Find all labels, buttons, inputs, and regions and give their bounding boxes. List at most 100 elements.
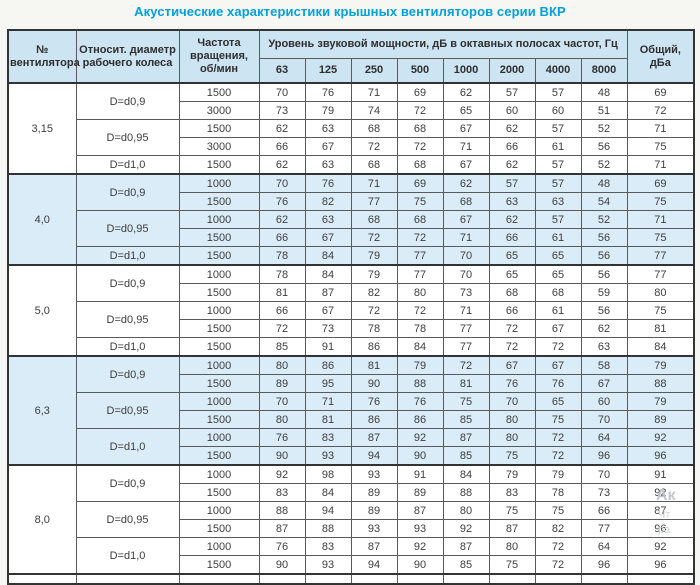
value-cell: 76 xyxy=(258,192,306,211)
diameter-cell: D=d0,9 xyxy=(75,173,180,211)
value-cell: 65 xyxy=(534,392,582,411)
rpm-cell: 1500 xyxy=(178,337,260,357)
rpm-cell: 1500 xyxy=(178,246,260,266)
table-row: 1500 90 93 94 90 85 75 72 96 96 xyxy=(8,446,695,466)
table-row: 8,0 D=d0,9 1000 92 98 93 91 84 79 79 70 91 xyxy=(7,464,695,575)
value-cell: 68 xyxy=(350,210,398,229)
value-cell: 52 xyxy=(580,210,628,229)
value-cell: 56 xyxy=(580,301,628,320)
value-cell: 78 xyxy=(534,483,582,502)
value-cell: 93 xyxy=(350,519,398,538)
empty-cell xyxy=(350,573,398,585)
value-cell: 72 xyxy=(488,319,536,338)
value-cell: 62 xyxy=(258,155,306,175)
value-cell: 76 xyxy=(258,428,306,447)
value-cell: 62 xyxy=(488,119,536,138)
rpm-cell: 1500 xyxy=(178,483,260,502)
value-cell: 57 xyxy=(534,119,582,138)
total-cell: 72 xyxy=(626,101,695,120)
value-cell: 61 xyxy=(534,228,582,247)
value-cell: 92 xyxy=(396,428,444,447)
value-cell: 98 xyxy=(304,464,352,484)
value-cell: 62 xyxy=(442,82,490,102)
value-cell: 56 xyxy=(580,137,628,156)
table-row: D=d1,0 1000 76 83 87 92 87 80 72 64 92 xyxy=(8,428,695,466)
value-cell: 76 xyxy=(304,173,352,193)
value-cell: 94 xyxy=(350,555,398,575)
rpm-cell: 1500 xyxy=(178,155,260,175)
header-rel-diameter: Относит. диаметр рабочего колеса xyxy=(75,29,180,84)
value-cell: 64 xyxy=(580,537,628,556)
value-cell: 72 xyxy=(534,446,582,466)
rpm-cell: 1500 xyxy=(178,119,260,138)
value-cell: 88 xyxy=(442,483,490,502)
value-cell: 68 xyxy=(442,192,490,211)
rpm-cell: 1000 xyxy=(178,173,260,193)
header-octave-band: 1000 xyxy=(442,58,490,84)
fan-number-cell: 6,3 xyxy=(7,355,77,466)
value-cell: 66 xyxy=(488,301,536,320)
diameter-cell: D=d0,9 xyxy=(75,264,180,302)
diameter-cell: D=d1,0 xyxy=(75,537,180,575)
table-row: D=d1,0 1500 62 63 68 68 67 62 57 52 71 xyxy=(8,155,695,175)
value-cell: 72 xyxy=(350,228,398,247)
value-cell: 69 xyxy=(396,82,444,102)
total-cell: 81 xyxy=(626,319,695,338)
value-cell: 71 xyxy=(442,228,490,247)
value-cell: 78 xyxy=(258,264,306,284)
table-row: D=d0,95 1000 88 94 89 87 80 75 75 66 87 xyxy=(8,501,695,538)
value-cell: 68 xyxy=(488,283,536,302)
value-cell: 62 xyxy=(488,155,536,175)
value-cell: 70 xyxy=(258,392,306,411)
value-cell: 84 xyxy=(304,264,352,284)
value-cell: 67 xyxy=(534,319,582,338)
total-cell: 75 xyxy=(626,137,695,156)
table-row: D=d1,0 1000 76 83 87 92 87 80 72 64 92 xyxy=(8,537,695,575)
table-row: D=d1,0 1500 78 84 79 77 70 65 65 56 77 xyxy=(8,246,695,266)
value-cell: 79 xyxy=(488,464,536,484)
table-row: 1500 90 93 94 90 85 75 72 96 96 xyxy=(8,555,695,575)
diameter-cell: D=d0,95 xyxy=(75,119,180,156)
value-cell: 72 xyxy=(396,137,444,156)
value-cell: 79 xyxy=(304,101,352,120)
value-cell: 77 xyxy=(580,519,628,538)
partial-table-row xyxy=(7,573,695,585)
header-rpm: Частота вращения, об/мин xyxy=(178,29,260,84)
value-cell: 62 xyxy=(488,210,536,229)
value-cell: 80 xyxy=(258,355,306,375)
table-row: D=d0,95 1000 66 67 72 72 71 66 61 56 75 xyxy=(8,301,695,338)
value-cell: 73 xyxy=(258,101,306,120)
total-cell: 79 xyxy=(626,392,695,411)
value-cell: 72 xyxy=(396,301,444,320)
value-cell: 93 xyxy=(396,519,444,538)
value-cell: 87 xyxy=(350,537,398,556)
value-cell: 67 xyxy=(442,210,490,229)
total-cell: 92 xyxy=(626,483,695,502)
rpm-cell: 1000 xyxy=(178,301,260,320)
value-cell: 76 xyxy=(396,392,444,411)
value-cell: 82 xyxy=(350,283,398,302)
value-cell: 70 xyxy=(442,264,490,284)
table-row: 1500 72 73 78 78 77 72 67 62 81 xyxy=(8,319,695,338)
value-cell: 59 xyxy=(580,283,628,302)
value-cell: 72 xyxy=(534,428,582,447)
total-cell: 79 xyxy=(626,355,695,375)
value-cell: 80 xyxy=(488,410,536,429)
watermark-fragment: Чт xyxy=(658,509,671,521)
value-cell: 61 xyxy=(534,301,582,320)
total-cell: 87 xyxy=(626,501,695,520)
value-cell: 89 xyxy=(350,501,398,520)
empty-cell xyxy=(488,573,536,585)
value-cell: 57 xyxy=(534,173,582,193)
value-cell: 70 xyxy=(580,410,628,429)
value-cell: 62 xyxy=(580,319,628,338)
value-cell: 84 xyxy=(442,464,490,484)
fan-number-cell: 3,15 xyxy=(7,82,77,175)
rpm-cell: 1500 xyxy=(178,319,260,338)
value-cell: 87 xyxy=(396,501,444,520)
rpm-cell: 3000 xyxy=(178,101,260,120)
total-cell: 71 xyxy=(626,119,695,138)
value-cell: 66 xyxy=(258,228,306,247)
empty-cell xyxy=(396,573,444,585)
rpm-cell: 1000 xyxy=(178,428,260,447)
